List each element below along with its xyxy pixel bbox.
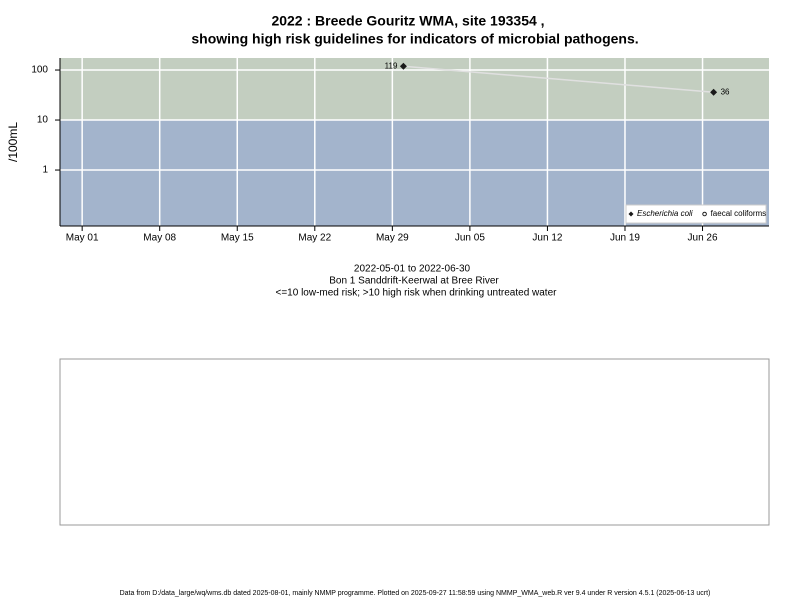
- data-point: [710, 88, 718, 96]
- y-axis-label: /100mL: [6, 122, 20, 162]
- chart-title: 2022 : Breede Gouritz WMA, site 193354 ,: [271, 13, 544, 29]
- x-tick-label: May 22: [298, 233, 331, 244]
- y-tick-label: 1: [42, 165, 48, 176]
- legend: Escherichia coli faecal coliforms: [625, 204, 767, 224]
- footer: Data from D:/data_large/wq/wms.db dated …: [120, 590, 711, 597]
- subtitle: Bon 1 Sanddrift-Keerwal at Bree River: [329, 276, 499, 287]
- legend-marker: [628, 211, 634, 217]
- data-line: [403, 65, 714, 93]
- subtitle: <=10 low-med risk; >10 high risk when dr…: [276, 288, 558, 299]
- legend-label: faecal coliforms: [711, 209, 767, 218]
- y-tick-label: 100: [31, 65, 48, 76]
- legend-label: Escherichia coli: [637, 209, 693, 218]
- subtitle: 2022-05-01 to 2022-06-30: [354, 264, 471, 275]
- x-tick-label: Jun 05: [455, 233, 485, 244]
- x-tick-label: May 08: [143, 233, 176, 244]
- high-risk-band: [60, 58, 769, 121]
- x-tick-label: May 01: [66, 233, 99, 244]
- x-tick-label: May 15: [221, 233, 254, 244]
- x-tick-label: Jun 19: [610, 233, 640, 244]
- x-tick-label: Jun 12: [532, 233, 562, 244]
- y-tick-label: 10: [37, 115, 49, 126]
- x-tick-label: May 29: [376, 233, 409, 244]
- empty-panel: [59, 358, 770, 526]
- chart-title: showing high risk guidelines for indicat…: [191, 31, 638, 47]
- legend-box: [625, 204, 767, 224]
- data-label: 36: [721, 87, 730, 96]
- x-tick-label: Jun 26: [688, 233, 718, 244]
- legend-marker: [702, 211, 707, 217]
- data-label: 119: [385, 61, 398, 70]
- data-point: [399, 62, 407, 70]
